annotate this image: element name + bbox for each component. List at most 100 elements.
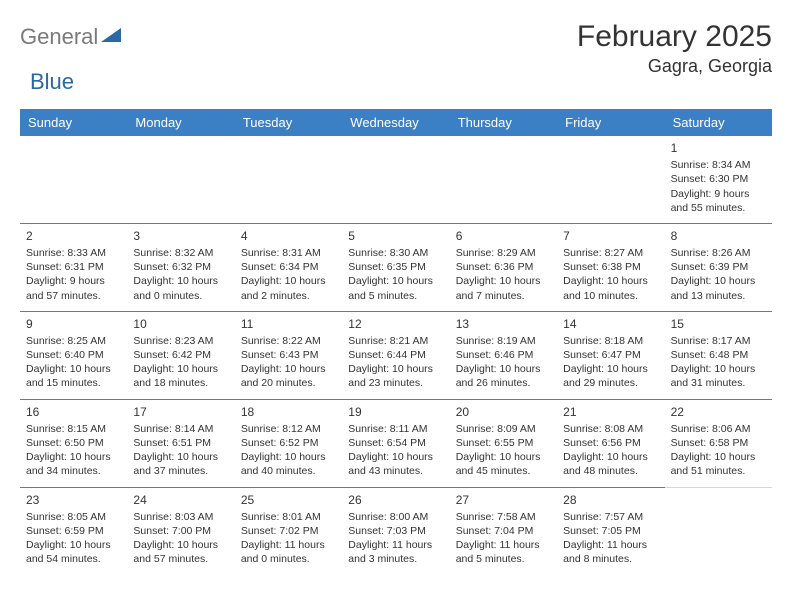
sunrise-line: Sunrise: 8:22 AM bbox=[241, 334, 336, 348]
sunset-line: Sunset: 6:51 PM bbox=[133, 436, 228, 450]
daylight-line: Daylight: 10 hours and 54 minutes. bbox=[26, 538, 121, 566]
sunset-line: Sunset: 6:43 PM bbox=[241, 348, 336, 362]
empty-cell bbox=[450, 136, 557, 223]
sunset-line: Sunset: 6:46 PM bbox=[456, 348, 551, 362]
day-cell-15: 15Sunrise: 8:17 AMSunset: 6:48 PMDayligh… bbox=[665, 311, 772, 399]
brand-text-gray: General bbox=[20, 24, 98, 50]
sunset-line: Sunset: 6:44 PM bbox=[348, 348, 443, 362]
sunset-line: Sunset: 6:58 PM bbox=[671, 436, 766, 450]
daylight-line: Daylight: 10 hours and 43 minutes. bbox=[348, 450, 443, 478]
daylight-line: Daylight: 10 hours and 45 minutes. bbox=[456, 450, 551, 478]
day-number: 20 bbox=[456, 404, 551, 420]
sunset-line: Sunset: 6:42 PM bbox=[133, 348, 228, 362]
day-cell-21: 21Sunrise: 8:08 AMSunset: 6:56 PMDayligh… bbox=[557, 399, 664, 487]
weekday-tuesday: Tuesday bbox=[235, 109, 342, 136]
sunrise-line: Sunrise: 7:57 AM bbox=[563, 510, 658, 524]
day-cell-17: 17Sunrise: 8:14 AMSunset: 6:51 PMDayligh… bbox=[127, 399, 234, 487]
day-number: 9 bbox=[26, 316, 121, 332]
sunrise-line: Sunrise: 8:01 AM bbox=[241, 510, 336, 524]
sunrise-line: Sunrise: 8:17 AM bbox=[671, 334, 766, 348]
day-number: 4 bbox=[241, 228, 336, 244]
title-block: February 2025 Gagra, Georgia bbox=[577, 20, 772, 77]
day-cell-5: 5Sunrise: 8:30 AMSunset: 6:35 PMDaylight… bbox=[342, 223, 449, 311]
sunset-line: Sunset: 6:30 PM bbox=[671, 172, 766, 186]
day-number: 22 bbox=[671, 404, 766, 420]
daylight-line: Daylight: 10 hours and 18 minutes. bbox=[133, 362, 228, 390]
day-number: 25 bbox=[241, 492, 336, 508]
sunrise-line: Sunrise: 8:30 AM bbox=[348, 246, 443, 260]
day-cell-14: 14Sunrise: 8:18 AMSunset: 6:47 PMDayligh… bbox=[557, 311, 664, 399]
day-cell-7: 7Sunrise: 8:27 AMSunset: 6:38 PMDaylight… bbox=[557, 223, 664, 311]
sunset-line: Sunset: 6:31 PM bbox=[26, 260, 121, 274]
day-cell-8: 8 Sunrise: 8:26 AMSunset: 6:39 PMDaylight… bbox=[665, 223, 772, 311]
sunrise-line: Sunrise: 8:29 AM bbox=[456, 246, 551, 260]
daylight-line: Daylight: 11 hours and 8 minutes. bbox=[563, 538, 658, 566]
weekday-thursday: Thursday bbox=[450, 109, 557, 136]
sunrise-line: Sunrise: 8:14 AM bbox=[133, 422, 228, 436]
day-cell-12: 12Sunrise: 8:21 AMSunset: 6:44 PMDayligh… bbox=[342, 311, 449, 399]
day-number: 23 bbox=[26, 492, 121, 508]
daylight-line: Daylight: 10 hours and 10 minutes. bbox=[563, 274, 658, 302]
daylight-line: Daylight: 9 hours and 57 minutes. bbox=[26, 274, 121, 302]
sunrise-line: Sunrise: 8:12 AM bbox=[241, 422, 336, 436]
day-number: 5 bbox=[348, 228, 443, 244]
sunrise-line: Sunrise: 8:31 AM bbox=[241, 246, 336, 260]
sunset-line: Sunset: 7:05 PM bbox=[563, 524, 658, 538]
day-cell-18: 18Sunrise: 8:12 AMSunset: 6:52 PMDayligh… bbox=[235, 399, 342, 487]
daylight-line: Daylight: 10 hours and 48 minutes. bbox=[563, 450, 658, 478]
sunset-line: Sunset: 6:48 PM bbox=[671, 348, 766, 362]
day-number: 8 bbox=[671, 228, 766, 244]
day-number: 6 bbox=[456, 228, 551, 244]
day-cell-1: 1Sunrise: 8:34 AMSunset: 6:30 PMDaylight… bbox=[665, 136, 772, 223]
daylight-line: Daylight: 10 hours and 37 minutes. bbox=[133, 450, 228, 478]
day-cell-28: 28Sunrise: 7:57 AMSunset: 7:05 PMDayligh… bbox=[557, 487, 664, 575]
empty-cell bbox=[557, 136, 664, 223]
daylight-line: Daylight: 10 hours and 20 minutes. bbox=[241, 362, 336, 390]
daylight-line: Daylight: 10 hours and 5 minutes. bbox=[348, 274, 443, 302]
sunrise-line: Sunrise: 8:08 AM bbox=[563, 422, 658, 436]
daylight-line: Daylight: 10 hours and 29 minutes. bbox=[563, 362, 658, 390]
day-cell-11: 11 Sunrise: 8:22 AMSunset: 6:43 PMDayligh… bbox=[235, 311, 342, 399]
daylight-line: Daylight: 10 hours and 26 minutes. bbox=[456, 362, 551, 390]
day-number: 14 bbox=[563, 316, 658, 332]
sunrise-line: Sunrise: 8:15 AM bbox=[26, 422, 121, 436]
day-cell-26: 26Sunrise: 8:00 AMSunset: 7:03 PMDayligh… bbox=[342, 487, 449, 575]
day-cell-9: 9Sunrise: 8:25 AMSunset: 6:40 PMDaylight… bbox=[20, 311, 127, 399]
sunset-line: Sunset: 6:38 PM bbox=[563, 260, 658, 274]
weekday-saturday: Saturday bbox=[665, 109, 772, 136]
day-number: 10 bbox=[133, 316, 228, 332]
day-number: 7 bbox=[563, 228, 658, 244]
day-number: 21 bbox=[563, 404, 658, 420]
sunset-line: Sunset: 6:39 PM bbox=[671, 260, 766, 274]
day-number: 16 bbox=[26, 404, 121, 420]
weekday-sunday: Sunday bbox=[20, 109, 127, 136]
sunset-line: Sunset: 7:04 PM bbox=[456, 524, 551, 538]
daylight-line: Daylight: 9 hours and 55 minutes. bbox=[671, 187, 766, 215]
day-cell-24: 24Sunrise: 8:03 AMSunset: 7:00 PMDayligh… bbox=[127, 487, 234, 575]
daylight-line: Daylight: 10 hours and 13 minutes. bbox=[671, 274, 766, 302]
sunrise-line: Sunrise: 8:18 AM bbox=[563, 334, 658, 348]
day-number: 12 bbox=[348, 316, 443, 332]
daylight-line: Daylight: 10 hours and 51 minutes. bbox=[671, 450, 766, 478]
sunset-line: Sunset: 6:55 PM bbox=[456, 436, 551, 450]
day-number: 11 bbox=[241, 316, 336, 332]
sunrise-line: Sunrise: 8:03 AM bbox=[133, 510, 228, 524]
day-number: 2 bbox=[26, 228, 121, 244]
day-number: 3 bbox=[133, 228, 228, 244]
day-number: 26 bbox=[348, 492, 443, 508]
day-cell-3: 3Sunrise: 8:32 AMSunset: 6:32 PMDaylight… bbox=[127, 223, 234, 311]
sunset-line: Sunset: 7:00 PM bbox=[133, 524, 228, 538]
sunrise-line: Sunrise: 8:19 AM bbox=[456, 334, 551, 348]
daylight-line: Daylight: 10 hours and 2 minutes. bbox=[241, 274, 336, 302]
daylight-line: Daylight: 10 hours and 0 minutes. bbox=[133, 274, 228, 302]
sunrise-line: Sunrise: 8:26 AM bbox=[671, 246, 766, 260]
daylight-line: Daylight: 10 hours and 40 minutes. bbox=[241, 450, 336, 478]
sunset-line: Sunset: 6:59 PM bbox=[26, 524, 121, 538]
day-cell-25: 25Sunrise: 8:01 AMSunset: 7:02 PMDayligh… bbox=[235, 487, 342, 575]
day-cell-13: 13Sunrise: 8:19 AMSunset: 6:46 PMDayligh… bbox=[450, 311, 557, 399]
sunrise-line: Sunrise: 8:23 AM bbox=[133, 334, 228, 348]
sunset-line: Sunset: 6:40 PM bbox=[26, 348, 121, 362]
brand-logo: General bbox=[20, 20, 125, 50]
brand-text-blue: Blue bbox=[30, 69, 74, 94]
daylight-line: Daylight: 10 hours and 15 minutes. bbox=[26, 362, 121, 390]
